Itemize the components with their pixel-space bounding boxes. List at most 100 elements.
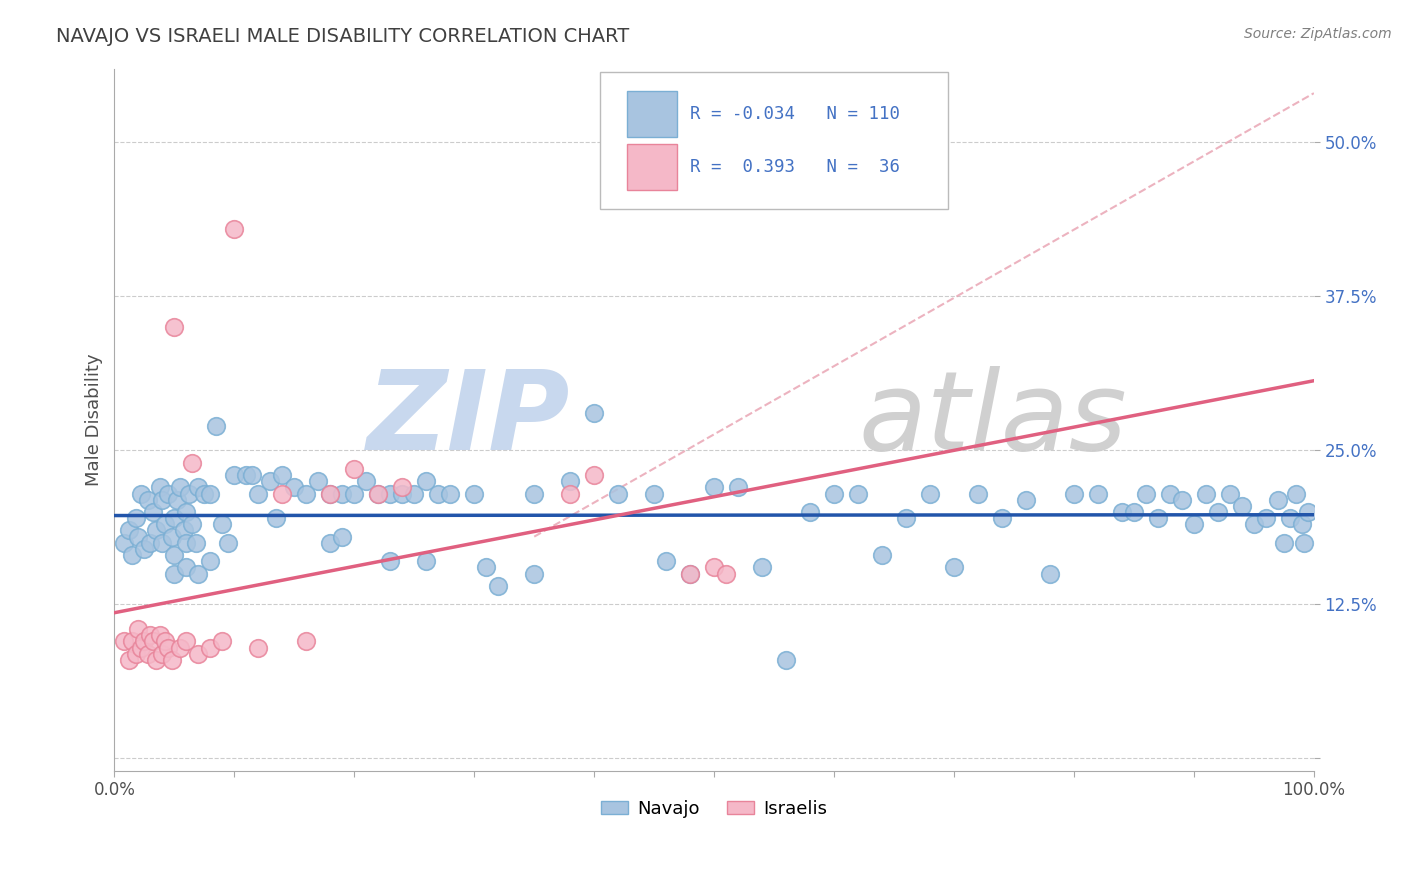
Point xyxy=(1278,511,1301,525)
Point xyxy=(679,566,702,581)
Point xyxy=(1254,511,1277,525)
Point xyxy=(240,468,263,483)
Point xyxy=(163,566,186,581)
Point xyxy=(1296,505,1319,519)
Point xyxy=(655,554,678,568)
Point xyxy=(129,486,152,500)
Point xyxy=(356,474,378,488)
Point xyxy=(343,462,366,476)
Point xyxy=(187,566,209,581)
FancyBboxPatch shape xyxy=(627,91,676,137)
Point xyxy=(439,486,461,500)
Point xyxy=(367,486,389,500)
Point xyxy=(943,560,966,574)
Point xyxy=(176,634,198,648)
Point xyxy=(163,548,186,562)
Point xyxy=(1230,499,1253,513)
Point xyxy=(679,566,702,581)
Point xyxy=(415,474,437,488)
Point xyxy=(200,640,222,655)
Point xyxy=(112,634,135,648)
Point xyxy=(295,486,318,500)
Point xyxy=(1182,517,1205,532)
Point xyxy=(583,468,606,483)
Point xyxy=(121,634,143,648)
Point xyxy=(200,554,222,568)
Point xyxy=(1219,486,1241,500)
Point xyxy=(125,647,148,661)
Point xyxy=(523,486,546,500)
Point xyxy=(157,486,180,500)
Point xyxy=(125,511,148,525)
Point xyxy=(991,511,1014,525)
Point xyxy=(193,486,215,500)
Point xyxy=(870,548,893,562)
Point xyxy=(169,640,191,655)
Point xyxy=(224,221,246,235)
Point xyxy=(266,511,288,525)
Point xyxy=(187,480,209,494)
Text: atlas: atlas xyxy=(858,366,1126,473)
Point xyxy=(1135,486,1157,500)
Point xyxy=(894,511,917,525)
Point xyxy=(475,560,498,574)
Point xyxy=(129,640,152,655)
Y-axis label: Male Disability: Male Disability xyxy=(86,353,103,486)
Point xyxy=(307,474,329,488)
Point xyxy=(160,653,183,667)
Text: R =  0.393   N =  36: R = 0.393 N = 36 xyxy=(690,158,900,176)
Point xyxy=(391,480,413,494)
Point xyxy=(211,634,233,648)
Point xyxy=(643,486,665,500)
Point xyxy=(560,474,582,488)
Point xyxy=(1243,517,1265,532)
Point xyxy=(173,524,195,538)
Point xyxy=(145,524,167,538)
Point xyxy=(271,468,294,483)
Point xyxy=(224,468,246,483)
Point xyxy=(714,566,737,581)
Point xyxy=(319,486,342,500)
Point xyxy=(703,480,725,494)
Point xyxy=(118,653,141,667)
Text: ZIP: ZIP xyxy=(367,366,571,473)
Point xyxy=(607,486,630,500)
Point xyxy=(211,517,233,532)
Point xyxy=(415,554,437,568)
Point xyxy=(200,486,222,500)
Point xyxy=(1291,517,1313,532)
Point xyxy=(150,492,173,507)
Point xyxy=(150,647,173,661)
Point xyxy=(1171,492,1194,507)
Point xyxy=(846,486,869,500)
Point xyxy=(583,407,606,421)
Point xyxy=(157,640,180,655)
Point xyxy=(727,480,749,494)
Point xyxy=(118,524,141,538)
Point xyxy=(283,480,305,494)
Point xyxy=(367,486,389,500)
Point xyxy=(136,647,159,661)
Point xyxy=(751,560,773,574)
Point xyxy=(139,536,162,550)
Point xyxy=(1272,536,1295,550)
Point xyxy=(1111,505,1133,519)
Point xyxy=(1285,486,1308,500)
Text: NAVAJO VS ISRAELI MALE DISABILITY CORRELATION CHART: NAVAJO VS ISRAELI MALE DISABILITY CORREL… xyxy=(56,27,630,45)
Point xyxy=(823,486,845,500)
Point xyxy=(295,634,318,648)
Point xyxy=(149,628,172,642)
Point xyxy=(136,492,159,507)
Point xyxy=(134,541,156,556)
Point xyxy=(1159,486,1181,500)
FancyBboxPatch shape xyxy=(627,144,676,190)
Point xyxy=(1063,486,1085,500)
Point xyxy=(134,634,156,648)
Point xyxy=(127,530,149,544)
Point xyxy=(142,634,165,648)
Point xyxy=(330,530,353,544)
Point xyxy=(918,486,941,500)
Text: R = -0.034   N = 110: R = -0.034 N = 110 xyxy=(690,105,900,123)
Point xyxy=(703,560,725,574)
Point xyxy=(176,505,198,519)
